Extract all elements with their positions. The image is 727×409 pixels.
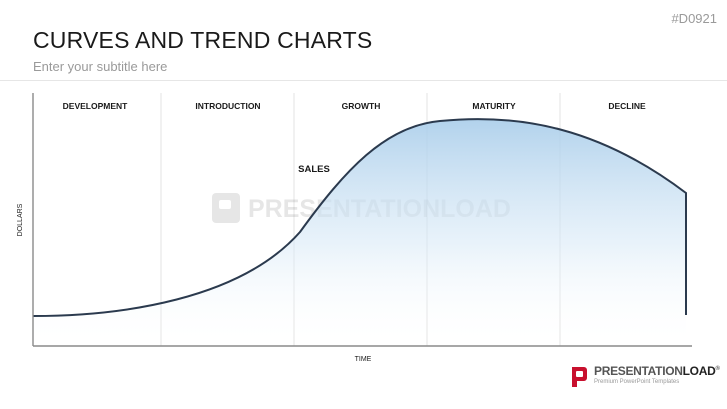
phase-label-maturity: MATURITY — [472, 101, 516, 111]
slide-id-tag: #D0921 — [671, 11, 717, 26]
x-axis-label: TIME — [355, 356, 372, 363]
brand-tagline: Premium PowerPoint Templates — [594, 379, 680, 385]
page-subtitle: Enter your subtitle here — [33, 59, 168, 74]
brand-name-suffix: LOAD — [682, 364, 716, 378]
sales-curve — [32, 118, 687, 317]
curve-label-sales: SALES — [298, 164, 330, 175]
header-divider — [0, 80, 727, 81]
phase-label-growth: GROWTH — [342, 101, 381, 111]
watermark-logo-icon — [212, 193, 240, 223]
phase-label-introduction: INTRODUCTION — [195, 101, 260, 111]
brand-name: PRESENTATIONLOAD® — [594, 364, 720, 378]
brand-name-prefix: PRESENTATION — [594, 364, 683, 378]
page-title: CURVES AND TREND CHARTS — [33, 27, 373, 53]
phase-label-development: DEVELOPMENT — [63, 101, 129, 111]
presentationload-logo-icon — [572, 367, 587, 387]
brand-registered-mark: ® — [715, 366, 720, 372]
phase-label-decline: DECLINE — [608, 101, 646, 111]
sales-area-fill — [33, 119, 686, 346]
y-axis-label: DOLLARS — [17, 203, 24, 236]
